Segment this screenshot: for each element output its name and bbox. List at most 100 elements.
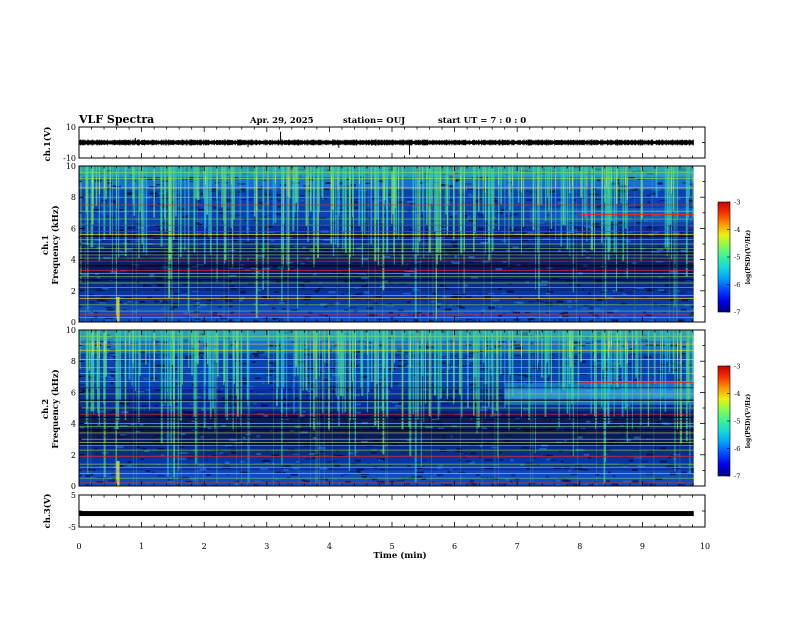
noise-speckle bbox=[178, 437, 187, 440]
noise-speckle bbox=[577, 352, 582, 354]
noise-speckle bbox=[522, 407, 530, 411]
noise-speckle bbox=[423, 239, 430, 241]
noise-speckle bbox=[367, 208, 372, 210]
noise-speckle bbox=[592, 285, 598, 288]
noise-speckle bbox=[540, 375, 548, 378]
noise-speckle bbox=[164, 357, 173, 360]
noise-speckle bbox=[191, 265, 199, 268]
noise-speckle bbox=[691, 470, 694, 473]
noise-speckle bbox=[301, 456, 305, 458]
noise-speckle bbox=[304, 458, 313, 460]
noise-speckle bbox=[156, 364, 164, 367]
noise-speckle bbox=[663, 253, 667, 255]
noise-speckle bbox=[363, 291, 369, 294]
noise-speckle bbox=[390, 282, 393, 285]
y-tick-label: 0 bbox=[71, 318, 76, 327]
ch2-spec-ylabel-1: ch.2 bbox=[41, 399, 51, 419]
noise-speckle bbox=[461, 294, 466, 296]
noise-speckle bbox=[139, 269, 146, 272]
noise-speckle bbox=[556, 223, 561, 226]
noise-speckle bbox=[525, 411, 529, 414]
noise-speckle bbox=[357, 361, 361, 364]
noise-speckle bbox=[439, 353, 446, 356]
noise-speckle bbox=[366, 299, 371, 301]
noise-speckle bbox=[447, 430, 451, 433]
noise-speckle bbox=[621, 302, 627, 305]
noise-speckle bbox=[653, 231, 660, 234]
noise-speckle bbox=[309, 249, 314, 252]
noise-speckle bbox=[80, 387, 87, 390]
noise-speckle bbox=[151, 471, 156, 473]
noise-speckle bbox=[578, 277, 586, 280]
noise-speckle bbox=[617, 198, 621, 201]
noise-speckle bbox=[304, 353, 312, 356]
noise-speckle bbox=[544, 409, 550, 411]
noise-speckle bbox=[80, 427, 85, 429]
noise-speckle bbox=[157, 475, 165, 477]
noise-speckle bbox=[624, 291, 633, 294]
noise-speckle bbox=[414, 461, 422, 464]
noise-speckle bbox=[577, 431, 586, 434]
noise-speckle bbox=[396, 479, 405, 482]
noise-speckle bbox=[312, 273, 317, 276]
noise-speckle bbox=[253, 320, 259, 322]
noise-speckle bbox=[419, 283, 423, 286]
noise-speckle bbox=[371, 380, 376, 382]
noise-speckle bbox=[377, 199, 383, 202]
noise-speckle bbox=[349, 385, 355, 387]
noise-speckle bbox=[196, 396, 202, 399]
noise-speckle bbox=[282, 307, 286, 310]
noise-speckle bbox=[432, 293, 437, 296]
noise-speckle bbox=[596, 179, 601, 182]
noise-speckle bbox=[328, 290, 336, 294]
noise-speckle bbox=[225, 294, 229, 298]
noise-speckle bbox=[514, 233, 523, 235]
noise-speckle bbox=[197, 200, 201, 203]
noise-speckle bbox=[140, 458, 145, 460]
noise-speckle bbox=[232, 410, 236, 414]
noise-speckle bbox=[403, 273, 411, 277]
y-tick-label: 5 bbox=[71, 491, 76, 500]
noise-speckle bbox=[282, 466, 287, 468]
noise-speckle bbox=[584, 482, 588, 485]
noise-speckle bbox=[215, 375, 221, 378]
noise-speckle bbox=[422, 277, 427, 280]
noise-speckle bbox=[453, 316, 461, 318]
noise-speckle bbox=[681, 471, 687, 474]
noise-speckle bbox=[305, 303, 309, 306]
ch1-spec-ylabel-2: Frequency (kHz) bbox=[50, 205, 61, 284]
noise-speckle bbox=[338, 209, 344, 211]
noise-speckle bbox=[380, 449, 385, 452]
noise-speckle bbox=[589, 484, 594, 486]
noise-speckle bbox=[342, 254, 347, 257]
noise-speckle bbox=[106, 187, 112, 190]
noise-speckle bbox=[530, 353, 535, 356]
noise-speckle bbox=[376, 379, 384, 381]
noise-speckle bbox=[334, 464, 340, 467]
noise-speckle bbox=[225, 199, 233, 202]
noise-speckle bbox=[437, 473, 444, 477]
noise-speckle bbox=[288, 261, 293, 264]
noise-speckle bbox=[655, 261, 664, 263]
noise-speckle bbox=[116, 242, 124, 245]
noise-speckle bbox=[619, 426, 624, 429]
noise-speckle bbox=[380, 285, 385, 288]
noise-speckle bbox=[287, 184, 296, 187]
noise-speckle bbox=[217, 188, 225, 191]
noise-speckle bbox=[225, 198, 231, 200]
noise-speckle bbox=[108, 203, 114, 205]
noise-speckle bbox=[548, 181, 556, 184]
noise-speckle bbox=[352, 350, 361, 353]
noise-speckle bbox=[634, 436, 641, 439]
noise-speckle bbox=[81, 244, 89, 246]
noise-speckle bbox=[584, 451, 588, 454]
noise-speckle bbox=[442, 437, 446, 439]
noise-speckle bbox=[656, 182, 663, 185]
noise-speckle bbox=[197, 306, 202, 309]
noise-speckle bbox=[576, 284, 581, 287]
noise-speckle bbox=[213, 206, 217, 209]
noise-speckle bbox=[619, 425, 624, 427]
noise-speckle bbox=[206, 474, 211, 476]
noise-speckle bbox=[497, 394, 503, 397]
noise-speckle bbox=[240, 296, 245, 299]
